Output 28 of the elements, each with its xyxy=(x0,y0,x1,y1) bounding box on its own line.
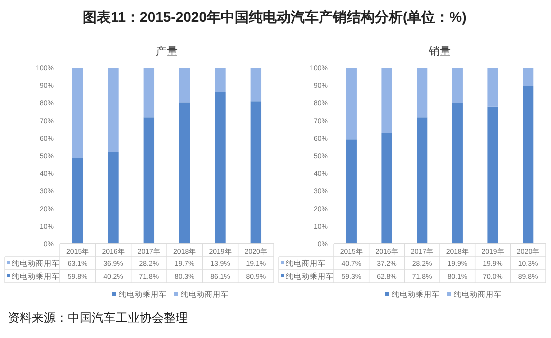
bar xyxy=(250,68,262,102)
bar xyxy=(417,118,428,244)
bar xyxy=(452,68,463,104)
bar xyxy=(452,103,463,244)
text: 图表11：2015-2020年中国纯电动汽车产销结构分析(单位：%) xyxy=(83,9,467,25)
bar xyxy=(488,68,498,107)
bar xyxy=(346,140,357,244)
bar xyxy=(523,86,534,244)
bar xyxy=(215,92,226,244)
bar xyxy=(108,152,119,244)
bar xyxy=(523,68,534,86)
bar xyxy=(417,68,428,118)
bar xyxy=(144,118,155,244)
text: 资料来源：中国汽车工业协会整理 xyxy=(8,311,188,325)
bar xyxy=(179,102,190,244)
bar xyxy=(382,133,392,244)
bar xyxy=(144,68,155,118)
bar xyxy=(179,68,190,103)
bar xyxy=(346,68,357,140)
chart-title: 销量 xyxy=(428,46,451,58)
bar xyxy=(72,68,84,158)
bar xyxy=(108,68,119,152)
bar xyxy=(382,68,392,134)
bar xyxy=(215,68,226,92)
bar xyxy=(72,158,84,244)
bar xyxy=(488,106,498,244)
chart-title: 产量 xyxy=(156,45,178,58)
bar xyxy=(250,102,262,244)
